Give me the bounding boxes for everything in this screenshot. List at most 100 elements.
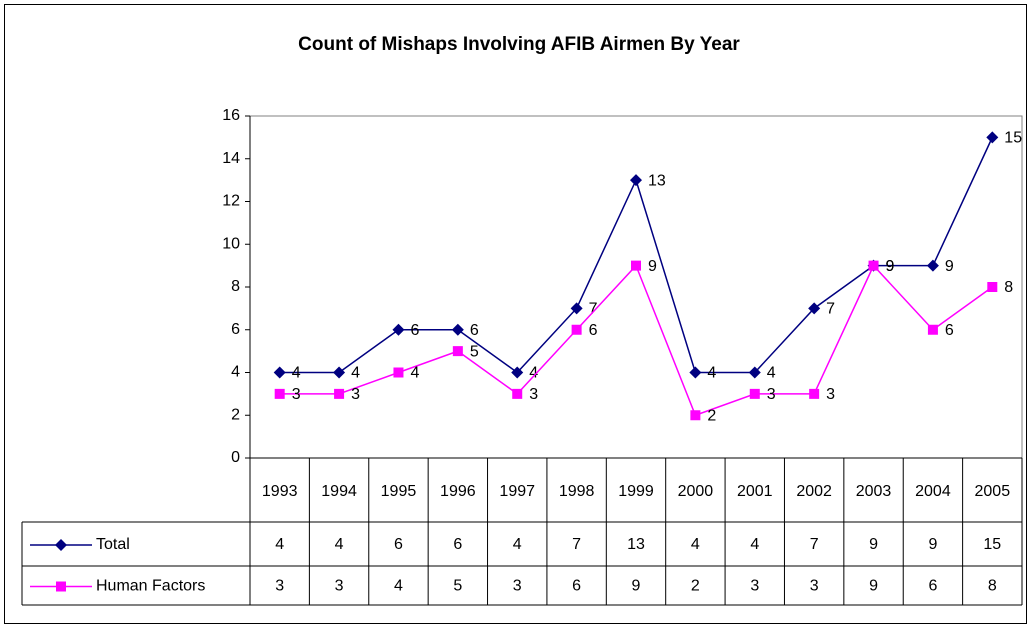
table-cell: 3 [275,578,284,595]
table-cell: 7 [572,536,581,553]
data-label: 9 [648,258,657,275]
data-label: 4 [767,365,776,382]
table-cell: 4 [513,536,522,553]
x-tick-label: 2000 [678,483,714,500]
point [333,366,346,379]
x-tick-label: 1995 [381,483,417,500]
data-label: 2 [707,407,716,424]
table-cell: 9 [869,536,878,553]
table-cell: 3 [750,578,759,595]
x-tick-label: 2004 [915,483,951,500]
data-label: 6 [945,322,954,339]
data-label: 7 [826,301,835,318]
data-label: 6 [410,322,419,339]
legend-marker [56,581,66,592]
data-label: 5 [470,343,479,360]
y-tick-label: 2 [231,406,240,423]
point [690,410,701,421]
table-cell: 2 [691,578,700,595]
table-cell: 3 [335,578,344,595]
data-label: 9 [945,258,954,275]
x-tick-label: 2003 [856,483,892,500]
x-tick-label: 1994 [321,483,357,500]
point [571,324,582,335]
point [868,260,879,271]
point [273,366,286,379]
point [748,366,761,379]
point [393,367,404,378]
point [809,388,820,399]
y-tick-label: 6 [231,321,240,338]
table-cell: 6 [453,536,462,553]
data-label: 7 [589,301,598,318]
table-cell: 5 [453,578,462,595]
table-cell: 9 [632,578,641,595]
data-label: 4 [351,365,360,382]
table-cell: 13 [627,536,645,553]
y-tick-label: 0 [231,449,240,466]
data-label: 3 [826,386,835,403]
point [749,388,760,399]
point [689,366,702,379]
data-label: 3 [292,386,301,403]
data-label: 6 [589,322,598,339]
point [274,388,285,399]
x-tick-label: 1996 [440,483,476,500]
point [926,259,939,272]
table-cell: 9 [928,536,937,553]
x-tick-label: 2005 [975,483,1011,500]
data-label: 3 [351,386,360,403]
y-tick-label: 4 [231,364,240,381]
point [334,388,345,399]
point [987,282,998,292]
data-label: 4 [707,365,716,382]
legend-marker [55,539,67,551]
table-cell: 4 [691,536,700,553]
y-tick-label: 8 [231,278,240,295]
point [512,388,523,399]
y-tick-label: 14 [222,150,240,167]
legend-label: Human Factors [96,578,205,595]
table-cell: 6 [572,578,581,595]
point [452,346,463,357]
table-cell: 4 [335,536,344,553]
table-cell: 15 [983,536,1001,553]
x-tick-label: 2002 [796,483,832,500]
point [986,131,999,144]
data-label: 3 [767,386,776,403]
data-label: 9 [886,258,895,275]
table-cell: 3 [513,578,522,595]
y-tick-label: 12 [222,193,240,210]
chart-title: Count of Mishaps Involving AFIB Airmen B… [298,34,740,55]
data-label: 4 [292,365,301,382]
table-cell: 6 [394,536,403,553]
x-tick-label: 1993 [262,483,298,500]
x-tick-label: 1998 [559,483,595,500]
y-tick-label: 16 [222,107,240,124]
point [392,323,405,336]
point [511,366,524,379]
point [808,302,821,315]
data-label: 6 [470,322,479,339]
data-label: 3 [529,386,538,403]
chart-border [4,4,1027,624]
data-label: 9 [886,258,895,275]
x-tick-label: 2001 [737,483,773,500]
table-cell: 4 [275,536,284,553]
data-label: 4 [410,365,419,382]
table-cell: 6 [928,578,937,595]
point [631,260,641,271]
table-cell: 4 [750,536,759,553]
x-tick-label: 1997 [499,483,535,500]
point [927,324,938,335]
x-tick-label: 1999 [618,483,654,500]
table-cell: 3 [810,578,819,595]
point [630,174,642,187]
data-label: 4 [529,365,538,382]
point [570,302,583,315]
table-cell: 4 [394,578,403,595]
legend-label: Total [96,536,130,553]
table-cell: 9 [869,578,878,595]
